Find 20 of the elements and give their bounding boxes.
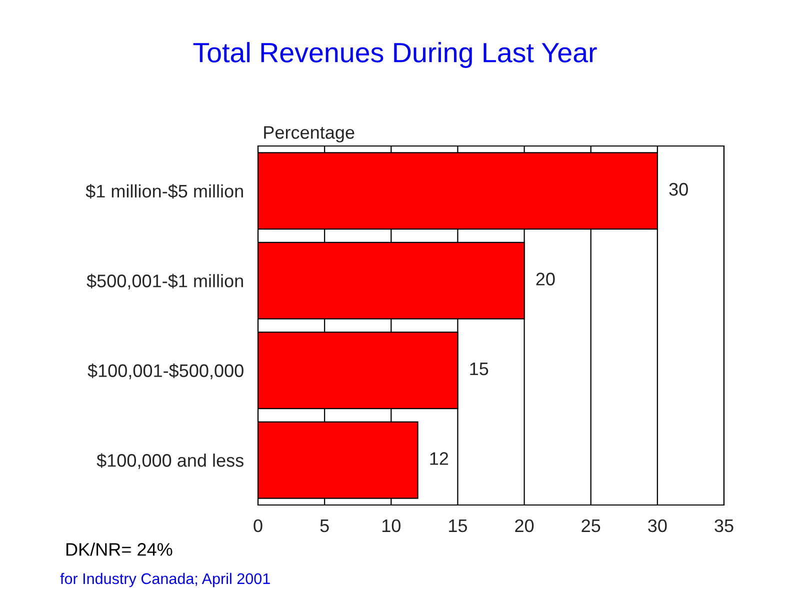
data-label: 20 <box>536 272 555 286</box>
data-label: 12 <box>430 452 448 465</box>
x-tick-label: 20 <box>515 519 534 532</box>
y-tick-label: $100,000 and less <box>96 453 244 469</box>
y-tick-label: $1 million-$5 million <box>86 184 243 199</box>
chart-title: Total Revenues During Last Year <box>193 42 597 68</box>
x-tick-label: 30 <box>648 519 667 532</box>
x-axis-title: Percentage <box>264 126 354 142</box>
x-tick-label: 15 <box>449 520 467 532</box>
data-label: 30 <box>669 182 688 196</box>
text: for Industry Canada; April 2001 <box>60 572 270 588</box>
x-tick-label: 0 <box>254 519 262 532</box>
x-tick-label: 25 <box>582 519 600 532</box>
x-tick-label: 35 <box>714 519 734 532</box>
x-tick-label: 10 <box>382 519 400 532</box>
y-tick-label: $100,001-$500,000 <box>88 364 244 380</box>
text: DK/NR= 24% <box>66 542 172 556</box>
y-tick-label: $500,001-$1 million <box>86 274 243 290</box>
data-label: 15 <box>470 362 488 376</box>
x-tick-label: 5 <box>320 520 329 532</box>
